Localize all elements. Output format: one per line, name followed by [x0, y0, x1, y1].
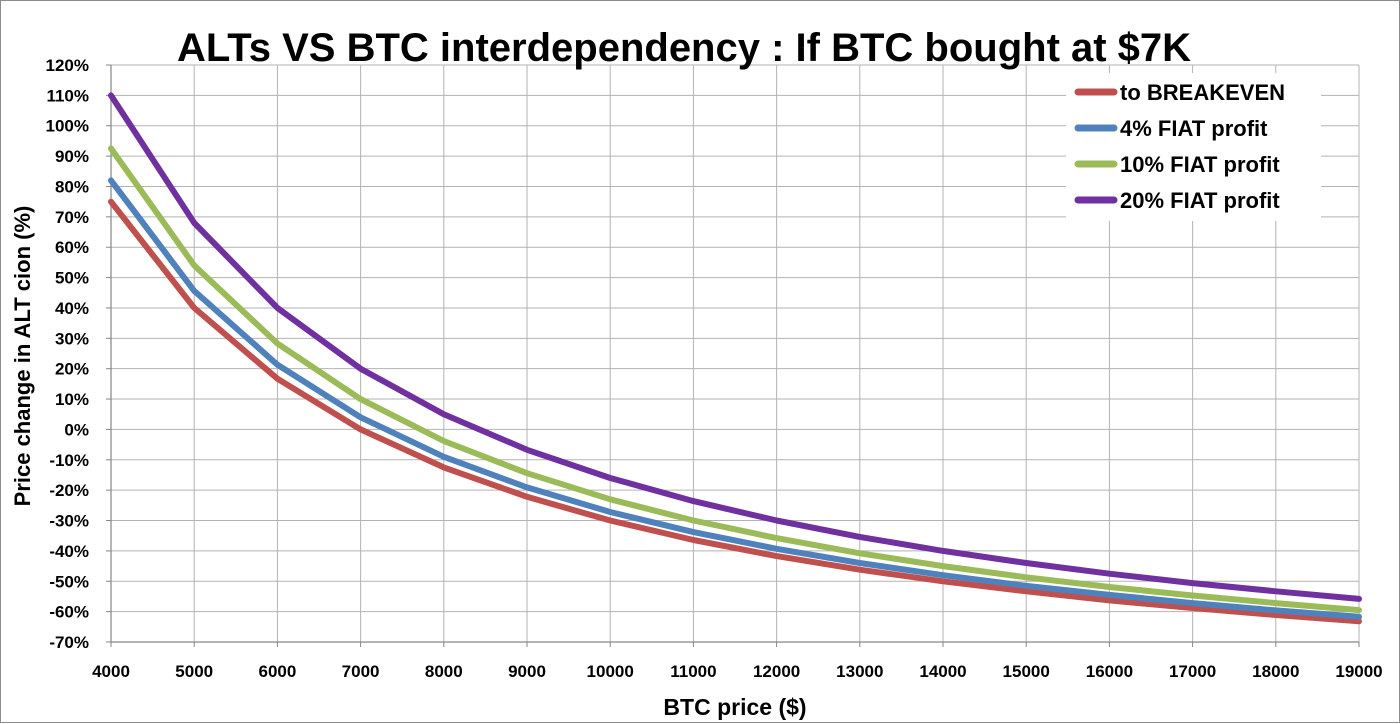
y-tick-labels: 120% 110% 100% 90% 80% 70% 60% 50% 40% 30% 20% 10% 0…	[46, 56, 89, 652]
x-tick-label: 5000	[175, 662, 213, 681]
legend-label-to-breakeven: to BREAKEVEN	[1120, 80, 1285, 105]
legend-entries: to BREAKEVEN 4% FIAT profit 10% FIAT profi…	[1074, 80, 1285, 213]
legend-label-20-fiat-profit: 20% FIAT profit	[1120, 188, 1280, 213]
series-lines	[108, 92, 1362, 625]
y-tick-label: 10%	[55, 390, 89, 409]
x-tick-label: 11000	[670, 662, 716, 681]
series-line-to-breakeven	[108, 198, 1362, 625]
legend: to BREAKEVEN 4% FIAT profit 10% FIAT profi…	[1066, 73, 1321, 221]
y-tick-label: -50%	[49, 572, 89, 591]
chart-title: ALTs VS BTC interdependency : If BTC bou…	[177, 26, 1191, 70]
x-tick-label: 10000	[587, 662, 634, 681]
y-tick-label: -70%	[49, 633, 89, 652]
x-tick-label: 17000	[1169, 662, 1216, 681]
y-tick-label: 90%	[55, 147, 89, 166]
series-line-10-fiat-profit	[108, 145, 1362, 614]
legend-label-4-fiat-profit: 4% FIAT profit	[1120, 116, 1268, 141]
x-axis-label: BTC price ($)	[663, 694, 806, 720]
series-line-4-fiat-profit	[108, 177, 1362, 620]
y-tick-label: 60%	[55, 238, 89, 257]
x-tick-label: 18000	[1252, 662, 1299, 681]
legend-label-10-fiat-profit: 10% FIAT profit	[1120, 152, 1280, 177]
y-tick-label: 120%	[46, 56, 89, 75]
y-tick-label: 20%	[55, 360, 89, 379]
y-tick-label: -60%	[49, 603, 89, 622]
x-tick-label: 4000	[92, 662, 130, 681]
y-tick-label: 70%	[55, 208, 89, 227]
x-tick-label: 14000	[919, 662, 966, 681]
y-tick-label: 100%	[46, 117, 89, 136]
x-tick-label: 15000	[1003, 662, 1050, 681]
y-tick-label: 40%	[55, 299, 89, 318]
x-tick-label: 16000	[1086, 662, 1133, 681]
x-tick-label: 9000	[508, 662, 546, 681]
y-tick-label: 50%	[55, 269, 89, 288]
y-tick-label: -10%	[49, 451, 89, 470]
y-tick-label: -20%	[49, 481, 89, 500]
y-tick-label: 30%	[55, 329, 89, 348]
x-tick-label: 12000	[753, 662, 800, 681]
x-tick-label: 13000	[836, 662, 883, 681]
x-tick-labels: 4000 5000 6000 7000 8000 9000 10000 11000 12000 1…	[92, 662, 1383, 681]
y-tick-label: 110%	[46, 86, 89, 105]
y-tick-label: 0%	[64, 420, 89, 439]
legend-background	[1066, 73, 1321, 221]
x-tick-label: 8000	[425, 662, 463, 681]
y-tick-label: -30%	[49, 512, 89, 531]
x-tick-label: 7000	[342, 662, 380, 681]
x-tick-label: 19000	[1335, 662, 1382, 681]
x-tick-label: 6000	[258, 662, 296, 681]
series-line-20-fiat-profit	[108, 92, 1362, 602]
y-tick-label: -40%	[49, 542, 89, 561]
y-axis-label: Price change in ALT cion (%)	[10, 206, 35, 507]
y-tick-label: 80%	[55, 177, 89, 196]
